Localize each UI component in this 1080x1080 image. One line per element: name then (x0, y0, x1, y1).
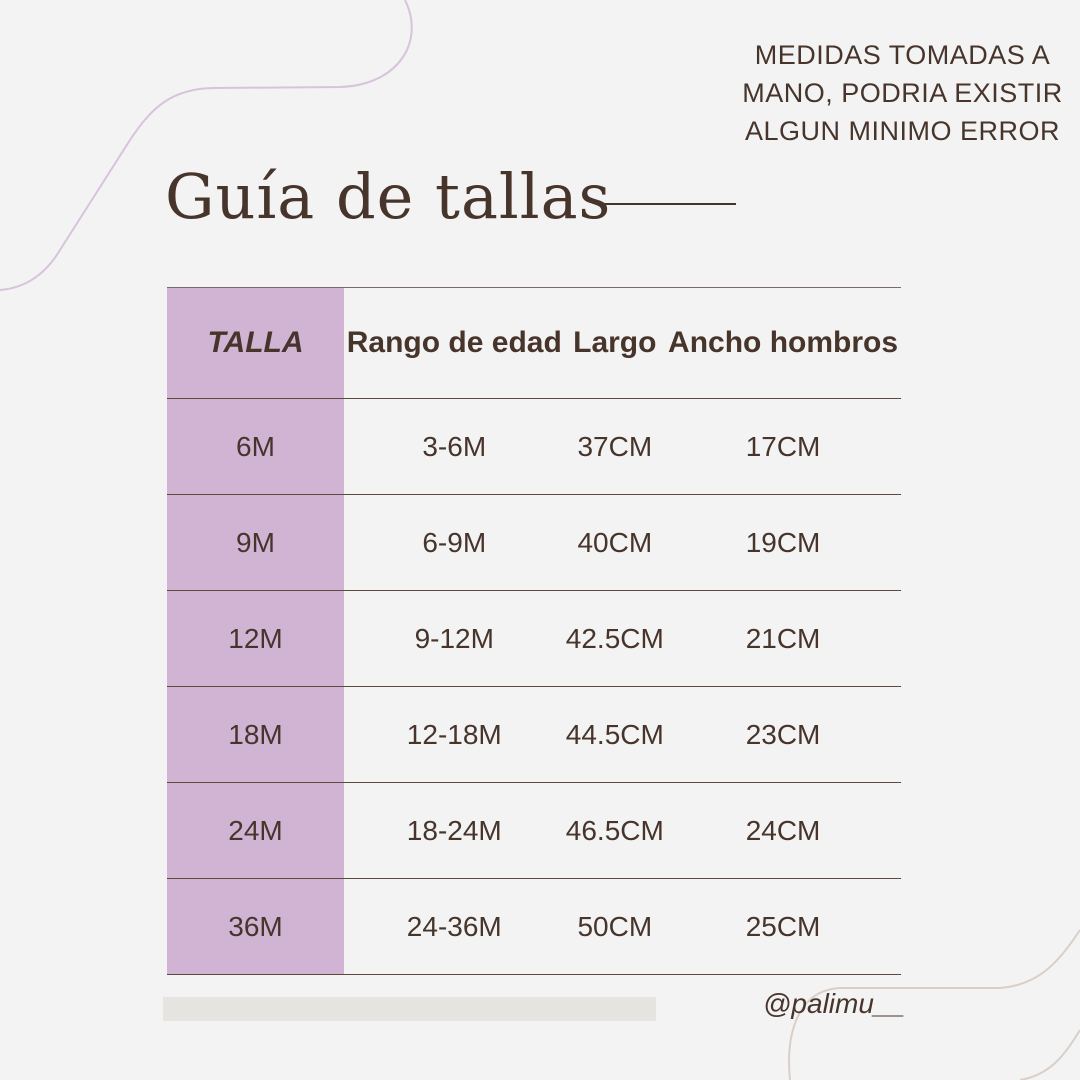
table-cell: 18M (167, 686, 344, 783)
table-row: 6M 3-6M 37CM 17CM (167, 398, 901, 495)
table-cell: 6-9M (344, 494, 565, 591)
social-handle: @palimu__ (763, 988, 906, 1019)
table-cell: 25CM (665, 878, 901, 975)
page-title: Guía de tallas (165, 160, 612, 233)
table-cell: 17CM (665, 398, 901, 495)
table-row: 18M 12-18M 44.5CM 23CM (167, 686, 901, 783)
header-largo: Largo (564, 287, 666, 399)
table-cell: 3-6M (344, 398, 565, 495)
table-row: 36M 24-36M 50CM 25CM (167, 878, 901, 975)
table-row: 24M 18-24M 46.5CM 24CM (167, 782, 901, 879)
table-cell: 42.5CM (564, 590, 666, 687)
table-header-row: TALLA Rango de edad Largo Ancho hombros (167, 287, 901, 399)
title-divider (598, 203, 736, 205)
table-cell: 19CM (665, 494, 901, 591)
table-cell: 40CM (564, 494, 666, 591)
header-rango: Rango de edad (344, 287, 565, 399)
table-cell: 21CM (665, 590, 901, 687)
table-cell: 6M (167, 398, 344, 495)
table-cell: 36M (167, 878, 344, 975)
table-cell: 24M (167, 782, 344, 879)
size-table: TALLA Rango de edad Largo Ancho hombros … (167, 287, 901, 975)
table-cell: 12-18M (344, 686, 565, 783)
table-cell: 44.5CM (564, 686, 666, 783)
table-cell: 12M (167, 590, 344, 687)
header-ancho: Ancho hombros (665, 287, 901, 399)
table-cell: 18-24M (344, 782, 565, 879)
table-cell: 50CM (564, 878, 666, 975)
table-cell: 23CM (665, 686, 901, 783)
table-cell: 9-12M (344, 590, 565, 687)
table-cell: 9M (167, 494, 344, 591)
header-talla: TALLA (167, 287, 344, 399)
table-cell: 46.5CM (564, 782, 666, 879)
footer-bar (163, 997, 656, 1021)
table-cell: 37CM (564, 398, 666, 495)
disclaimer-note: MEDIDAS TOMADAS A MANO, PODRIA EXISTIR A… (742, 40, 1063, 146)
table-row: 12M 9-12M 42.5CM 21CM (167, 590, 901, 687)
table-cell: 24-36M (344, 878, 565, 975)
table-cell: 24CM (665, 782, 901, 879)
table-row: 9M 6-9M 40CM 19CM (167, 494, 901, 591)
